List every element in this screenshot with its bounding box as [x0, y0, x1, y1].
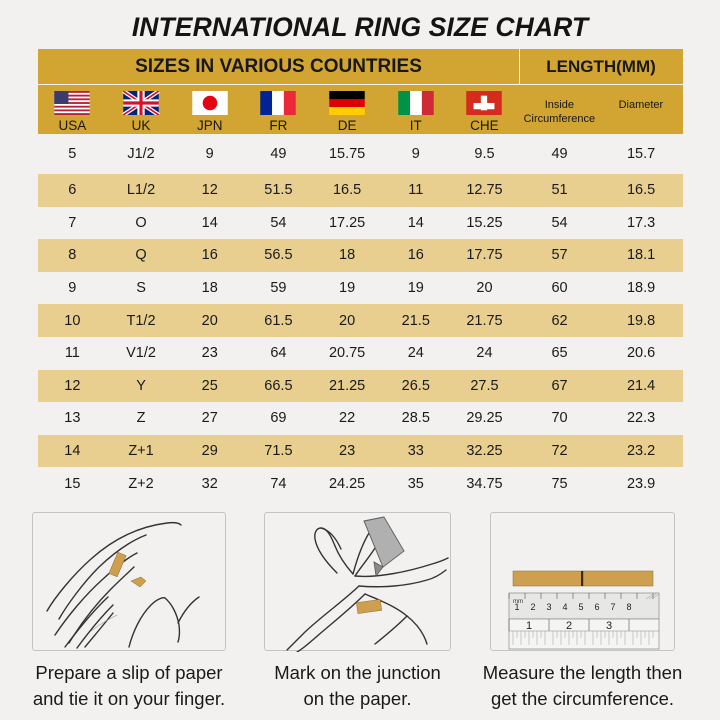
svg-text:7: 7 — [610, 602, 615, 612]
svg-text:5: 5 — [578, 602, 583, 612]
svg-text:6: 6 — [594, 602, 599, 612]
svg-text:8: 8 — [626, 602, 631, 612]
svg-text:3: 3 — [606, 620, 612, 632]
svg-text:3: 3 — [546, 602, 551, 612]
svg-text:4: 4 — [562, 602, 567, 612]
svg-text:mm: mm — [513, 599, 523, 605]
svg-text:2: 2 — [530, 602, 535, 612]
svg-text:1: 1 — [526, 620, 532, 632]
svg-text:2: 2 — [566, 620, 572, 632]
